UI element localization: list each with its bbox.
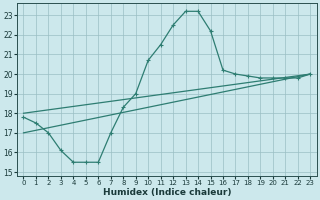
X-axis label: Humidex (Indice chaleur): Humidex (Indice chaleur): [103, 188, 231, 197]
